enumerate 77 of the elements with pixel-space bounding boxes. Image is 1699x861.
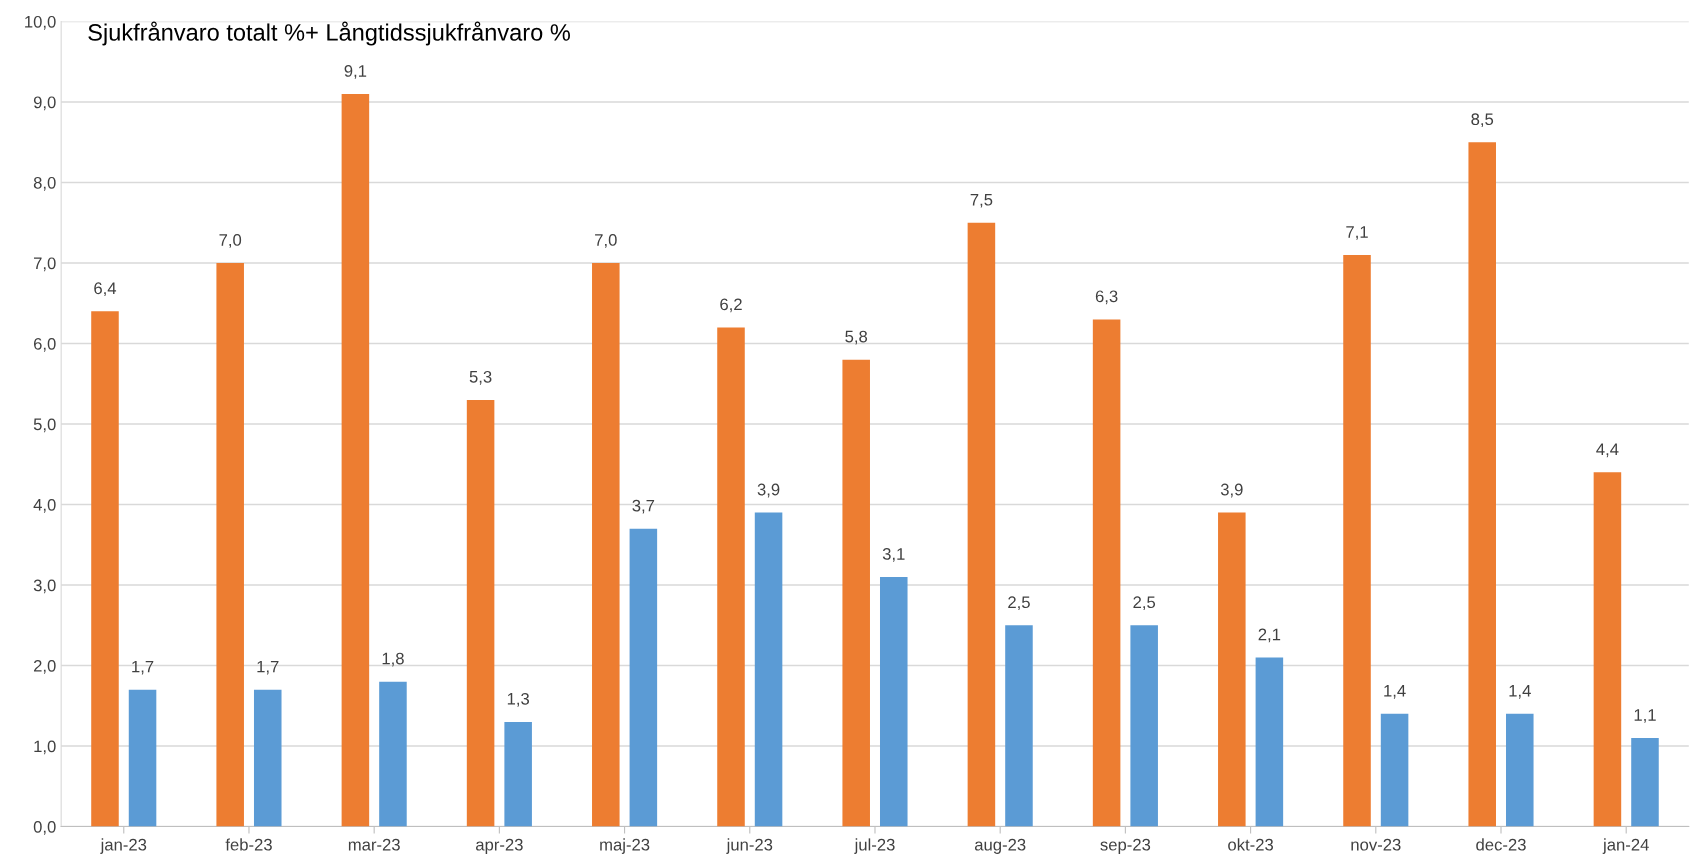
y-tick-label: 8,0 bbox=[33, 176, 56, 191]
bar bbox=[341, 93, 370, 827]
data-label: 9,1 bbox=[344, 64, 367, 79]
bar bbox=[1506, 713, 1534, 827]
data-label: 5,8 bbox=[845, 330, 868, 345]
x-tick-label: jun-23 bbox=[726, 838, 773, 854]
x-tick-label: sep-23 bbox=[1100, 838, 1151, 854]
data-label: 1,4 bbox=[1509, 685, 1531, 699]
data-label: 6,2 bbox=[720, 298, 742, 313]
y-tick-label: 1,0 bbox=[34, 740, 56, 755]
data-label: 3,9 bbox=[1220, 483, 1243, 498]
data-label: 3,9 bbox=[757, 483, 780, 498]
x-tick-label: jan-23 bbox=[100, 838, 147, 854]
x-tick-label: nov-23 bbox=[1351, 838, 1401, 851]
bar bbox=[629, 528, 658, 827]
bar bbox=[1130, 625, 1158, 827]
data-label: 1,1 bbox=[1634, 709, 1656, 723]
bar bbox=[754, 512, 783, 827]
bar bbox=[842, 359, 870, 827]
data-label: 2,5 bbox=[1133, 596, 1156, 611]
y-tick-label: 3,0 bbox=[33, 579, 56, 594]
x-tick-label: aug-23 bbox=[974, 838, 1026, 854]
data-label: 3,1 bbox=[882, 548, 905, 562]
data-label: 6,3 bbox=[1095, 290, 1118, 305]
data-label: 1,8 bbox=[382, 652, 404, 667]
x-tick-label: jan-24 bbox=[1602, 838, 1649, 854]
data-label: 6,4 bbox=[94, 282, 117, 297]
data-label: 4,4 bbox=[1596, 443, 1619, 458]
data-label: 7,0 bbox=[219, 234, 242, 248]
x-tick-label: dec-23 bbox=[1476, 838, 1526, 851]
bar bbox=[128, 689, 157, 827]
bar bbox=[253, 689, 282, 827]
bar bbox=[967, 222, 996, 827]
bar bbox=[1005, 625, 1033, 827]
bar bbox=[1380, 713, 1409, 827]
bar bbox=[1343, 254, 1371, 827]
data-label: 1,3 bbox=[507, 692, 530, 707]
data-label: 7,5 bbox=[970, 193, 993, 208]
bar bbox=[1255, 657, 1284, 827]
data-label: 8,5 bbox=[1471, 113, 1494, 128]
data-label: 1,7 bbox=[132, 660, 154, 675]
x-tick-label: mar-23 bbox=[348, 838, 400, 851]
bar bbox=[216, 263, 244, 827]
bar bbox=[504, 721, 532, 827]
y-tick-label: 0,0 bbox=[33, 820, 56, 835]
x-tick-label: feb-23 bbox=[225, 838, 272, 851]
data-label: 3,7 bbox=[632, 499, 655, 514]
chart-title: Sjukfrånvaro totalt %+ Långtidssjukfrånvaro % bbox=[88, 21, 570, 46]
y-tick-label: 6,0 bbox=[33, 337, 56, 352]
x-tick-label: maj-23 bbox=[600, 838, 650, 854]
bar bbox=[1218, 512, 1246, 827]
y-tick-label: 7,0 bbox=[33, 257, 56, 272]
data-label: 7,0 bbox=[595, 234, 617, 248]
bar bbox=[91, 311, 119, 827]
bar bbox=[379, 681, 407, 827]
bar bbox=[1593, 472, 1622, 827]
data-label: 5,3 bbox=[469, 370, 492, 385]
y-tick-label: 9,0 bbox=[33, 96, 56, 111]
y-tick-label: 5,0 bbox=[33, 418, 56, 433]
x-tick-label: jul-23 bbox=[854, 838, 895, 854]
y-tick-label: 10,0 bbox=[25, 15, 56, 30]
bar bbox=[879, 577, 908, 827]
y-tick-label: 4,0 bbox=[33, 498, 56, 513]
bar bbox=[1092, 319, 1121, 827]
data-label: 1,7 bbox=[257, 660, 279, 675]
x-tick-label: apr-23 bbox=[476, 838, 523, 854]
bar bbox=[1631, 738, 1659, 827]
bar bbox=[1468, 142, 1496, 827]
y-tick-label: 2,0 bbox=[33, 659, 56, 674]
bar bbox=[466, 399, 495, 827]
data-label: 2,1 bbox=[1258, 628, 1281, 643]
data-label: 1,4 bbox=[1384, 685, 1406, 699]
bar bbox=[592, 263, 620, 827]
bar bbox=[717, 327, 745, 827]
data-label: 2,5 bbox=[1008, 596, 1030, 611]
data-label: 7,1 bbox=[1346, 226, 1368, 240]
x-tick-label: okt-23 bbox=[1228, 838, 1274, 851]
